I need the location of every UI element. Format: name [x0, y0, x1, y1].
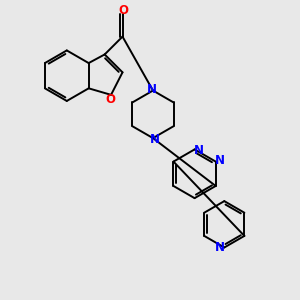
Text: N: N [215, 154, 225, 167]
Text: N: N [194, 143, 204, 157]
Text: N: N [146, 83, 157, 97]
Text: O: O [106, 93, 116, 106]
Text: N: N [215, 241, 225, 254]
Text: O: O [118, 4, 128, 17]
Text: N: N [149, 133, 160, 146]
